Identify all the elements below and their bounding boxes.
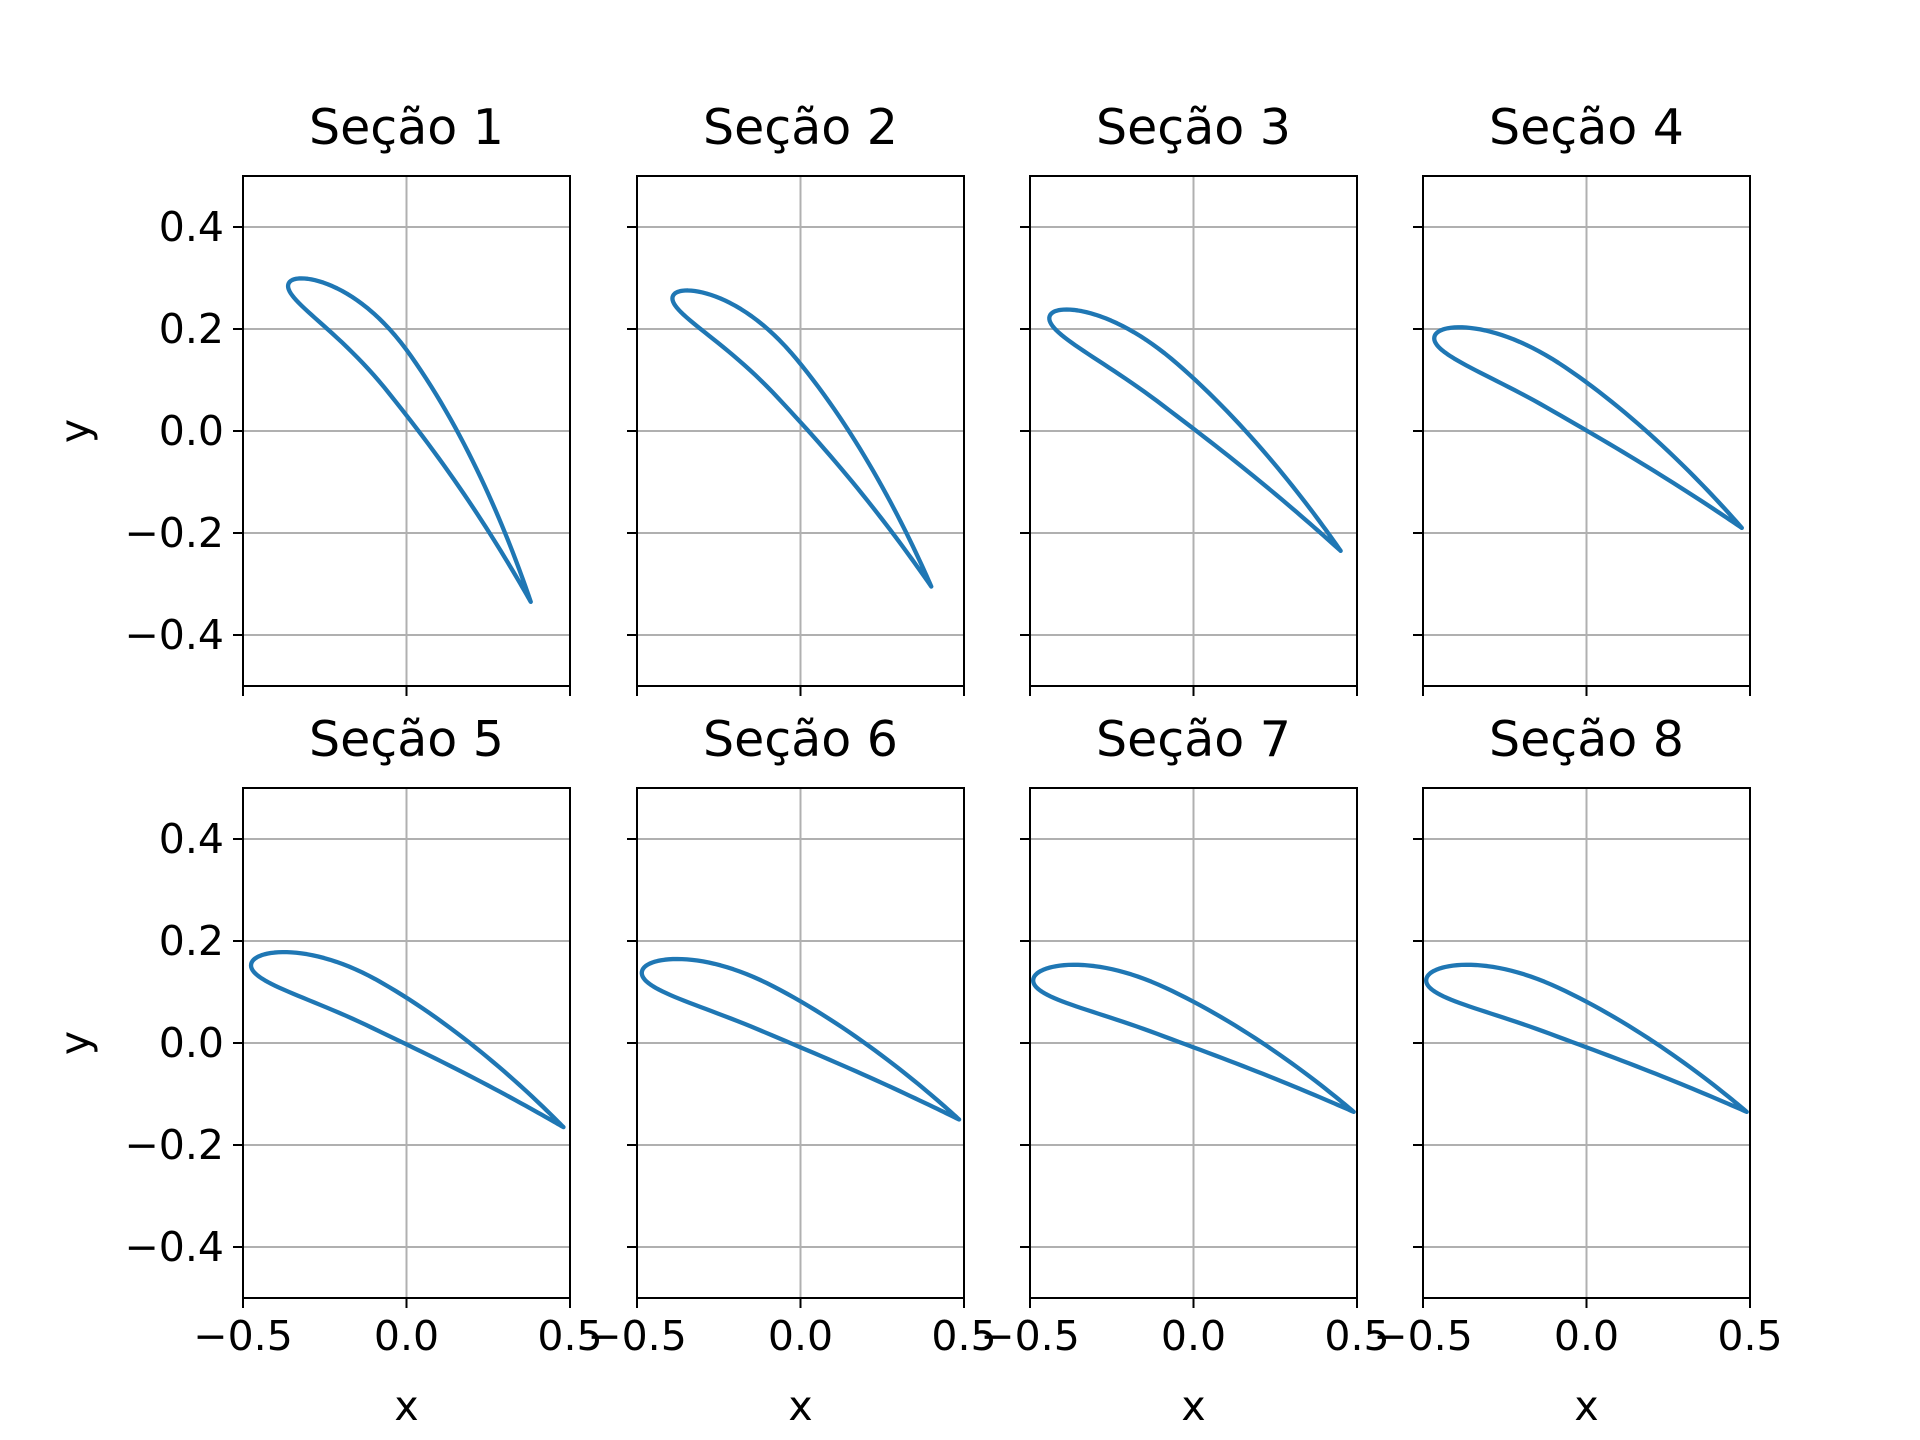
panel-5-y-tick-label-2: 0.0 (159, 1019, 224, 1067)
panel-8-x-axis-title: x (1574, 1382, 1598, 1430)
panel-8-airfoil-line (1424, 962, 1749, 1114)
panel-5-x-tick-label-2: 0.5 (537, 1312, 602, 1360)
panel-2-title: Seção 2 (703, 99, 898, 156)
panel-5-airfoil-line (248, 949, 566, 1130)
panel-5-y-tick-label-1: −0.2 (124, 1121, 224, 1169)
panel-5-y-tick-label-4: 0.4 (159, 815, 224, 863)
panel-5-y-tick-label-0: −0.4 (124, 1223, 224, 1271)
panel-5-title: Seção 5 (309, 711, 504, 768)
panel-8-x-tick-label-0: −0.5 (1373, 1312, 1473, 1360)
panel-6-x-tick-label-1: 0.0 (768, 1312, 833, 1360)
panel-5-x-axis-title: x (394, 1382, 418, 1430)
panel-4-title: Seção 4 (1489, 99, 1684, 156)
panel-1-airfoil-line (285, 276, 533, 604)
panel-2-airfoil-line (670, 288, 934, 589)
panel-5-y-axis-title: y (51, 1031, 99, 1055)
panel-7-x-tick-label-0: −0.5 (980, 1312, 1080, 1360)
panel-7-title: Seção 7 (1096, 711, 1291, 768)
panel-6-x-tick-label-0: −0.5 (587, 1312, 687, 1360)
panel-7-x-tick-label-1: 0.0 (1161, 1312, 1226, 1360)
panel-1-y-tick-label-2: 0.0 (159, 407, 224, 455)
panel-1-y-axis-title: y (51, 419, 99, 443)
panel-6-x-axis-title: x (788, 1382, 812, 1430)
panel-5-x-tick-label-1: 0.0 (374, 1312, 439, 1360)
panel-1-y-tick-label-0: −0.4 (124, 611, 224, 659)
panel-6-title: Seção 6 (703, 711, 898, 768)
panel-8-title: Seção 8 (1489, 711, 1684, 768)
panel-1-title: Seção 1 (309, 99, 504, 156)
panel-7-x-axis-title: x (1181, 1382, 1205, 1430)
panel-5-x-tick-label-0: −0.5 (193, 1312, 293, 1360)
panel-8-x-tick-label-1: 0.0 (1554, 1312, 1619, 1360)
panel-3-title: Seção 3 (1096, 99, 1291, 156)
panel-5-y-tick-label-3: 0.2 (159, 917, 224, 965)
panel-7-x-tick-label-2: 0.5 (1324, 1312, 1389, 1360)
panel-7-airfoil-line (1031, 962, 1356, 1114)
panel-4-airfoil-line (1432, 325, 1744, 531)
panel-1-y-tick-label-1: −0.2 (124, 509, 224, 557)
panel-3-airfoil-line (1047, 307, 1343, 553)
panel-6-x-tick-label-2: 0.5 (931, 1312, 996, 1360)
panel-1-y-tick-label-4: 0.4 (159, 203, 224, 251)
panel-8-x-tick-label-2: 0.5 (1717, 1312, 1782, 1360)
panel-6-airfoil-line (639, 956, 962, 1122)
panel-1-y-tick-label-3: 0.2 (159, 305, 224, 353)
